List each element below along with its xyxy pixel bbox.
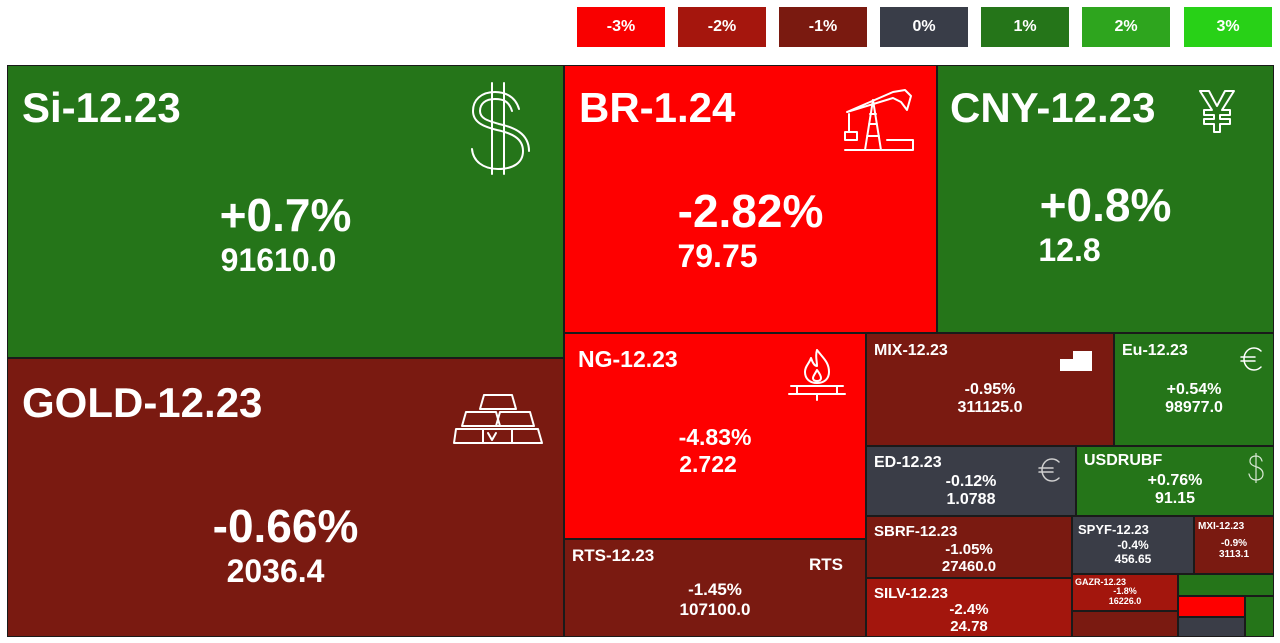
tile-values: +0.76% 91.15 [1077,472,1273,508]
tile-name: SBRF-12.23 [874,523,958,540]
tile-price: 456.65 [1114,552,1152,566]
tile-values: +0.8% 12.8 [938,178,1273,269]
legend-minus-1: -1% [779,7,867,47]
tile-price: 2.722 [679,451,737,477]
tile-price: 2036.4 [226,553,325,589]
tile-name: MIX-12.23 [874,342,948,359]
yuan-icon [1199,90,1235,133]
tile-change: -0.12% [945,473,997,490]
tile-values: -2.82% 79.75 [565,184,936,275]
tile-change: -0.66% [212,500,359,552]
tile-price: 311125.0 [957,399,1023,416]
legend-minus-3: -3% [577,7,665,47]
tile-change: -4.83% [678,424,752,450]
color-legend: -3% -2% -1% 0% 1% 2% 3% [0,0,1280,64]
tile-change: -1.05% [945,541,993,558]
tile-values: -1.45% 107100.0 [565,580,865,620]
tile-values: -0.95% 311125.0 [867,381,1113,417]
tile-change: -2.4% [949,601,989,618]
tile-values: -0.9% 3113.1 [1195,538,1273,560]
tile-price: 27460.0 [941,558,997,575]
tile-mxi[interactable]: MXI-12.23 -0.9% 3113.1 [1194,516,1274,574]
tile-name: GAZR-12.23 [1075,577,1127,587]
tile-values: -1.05% 27460.0 [867,541,1071,575]
tile-name: RTS-12.23 [572,546,655,565]
gas-flame-icon [788,349,846,401]
tile-name: Si-12.23 [22,84,181,131]
tile-change: +0.54% [1166,381,1222,398]
tile-unlabeled-4[interactable] [1178,617,1245,637]
tile-price: 24.78 [950,618,988,635]
tile-ed[interactable]: ED-12.23 -0.12% 1.0788 [866,446,1076,516]
tile-change: -1.8% [1113,586,1137,596]
legend-minus-2: -2% [678,7,766,47]
tile-price: 1.0788 [946,491,996,508]
tile-change: -0.95% [964,381,1016,398]
tile-eu[interactable]: Eu-12.23 +0.54% 98977.0 [1114,333,1274,446]
tile-change: +0.7% [219,189,352,241]
legend-plus-2: 2% [1082,7,1170,47]
tile-name: ED-12.23 [874,454,942,471]
oil-pump-icon [844,89,914,151]
tile-values: +0.54% 98977.0 [1115,381,1273,417]
tile-name: NG-12.23 [578,346,678,372]
tile-change: -1.45% [688,580,742,599]
tile-name: SPYF-12.23 [1078,522,1149,537]
tile-si[interactable]: Si-12.23 +0.7% 91610.0 [7,65,564,358]
tile-name: GOLD-12.23 [22,379,263,426]
tile-change: -0.9% [1220,538,1248,549]
tile-change: -2.82% [677,185,824,237]
tile-cny[interactable]: CNY-12.23 +0.8% 12.8 [937,65,1274,333]
heatmap: Si-12.23 +0.7% 91610.0 GOLD-12.23 -0.66%… [7,65,1274,637]
tile-price: 79.75 [677,238,758,274]
gold-bars-icon [453,394,543,444]
legend-zero: 0% [880,7,968,47]
tile-change: +0.76% [1147,472,1203,489]
tile-name: Eu-12.23 [1122,342,1188,359]
tile-sbrf[interactable]: SBRF-12.23 -1.05% 27460.0 [866,516,1072,578]
tile-unlabeled-5[interactable] [1072,611,1178,637]
tile-name: CNY-12.23 [950,84,1156,131]
tile-usdrubf[interactable]: USDRUBF +0.76% 91.15 [1076,446,1274,516]
tile-values: +0.7% 91610.0 [8,188,563,279]
tile-values: -0.4% 456.65 [1073,538,1193,566]
rts-badge: RTS [809,555,843,574]
tile-change: -0.4% [1117,538,1149,552]
tile-gold[interactable]: GOLD-12.23 -0.66% 2036.4 [7,358,564,637]
tile-spyf[interactable]: SPYF-12.23 -0.4% 456.65 [1072,516,1194,574]
dollar-icon [1248,453,1264,483]
tile-unlabeled-3[interactable] [1245,596,1274,637]
tile-values: -0.12% 1.0788 [867,473,1075,509]
tile-price: 16226.0 [1108,596,1142,606]
legend-plus-3: 3% [1184,7,1272,47]
dollar-icon [471,82,530,175]
tile-values: -4.83% 2.722 [565,424,865,478]
tile-name: BR-1.24 [579,84,736,131]
tile-silv[interactable]: SILV-12.23 -2.4% 24.78 [866,578,1072,637]
tile-price: 98977.0 [1165,399,1223,416]
tile-name: MXI-12.23 [1198,521,1245,532]
tile-gazr[interactable]: GAZR-12.23 -1.8% 16226.0 [1072,574,1178,611]
bar-chart-icon [1060,351,1092,371]
tile-price: 91.15 [1154,490,1196,507]
tile-values: -2.4% 24.78 [867,601,1071,635]
euro-icon [1038,458,1060,482]
tile-price: 12.8 [1038,232,1101,268]
tile-name: USDRUBF [1084,452,1163,469]
tile-name: SILV-12.23 [874,585,948,602]
tile-br[interactable]: BR-1.24 -2.82% 79.75 [564,65,937,333]
tile-mix[interactable]: MIX-12.23 -0.95% 311125.0 [866,333,1114,446]
tile-ng[interactable]: NG-12.23 -4.83% 2.722 [564,333,866,539]
tile-price: 3113.1 [1218,549,1250,560]
tile-price: 91610.0 [220,242,337,278]
legend-plus-1: 1% [981,7,1069,47]
tile-values: -0.66% 2036.4 [8,499,563,590]
tile-change: +0.8% [1039,179,1172,231]
euro-icon [1240,347,1262,371]
tile-unlabeled-1[interactable] [1178,574,1274,596]
tile-rts[interactable]: RTS-12.23 RTS -1.45% 107100.0 [564,539,866,637]
tile-values: -1.8% 16226.0 [1073,586,1177,606]
tile-price: 107100.0 [679,600,751,619]
tile-unlabeled-2[interactable] [1178,596,1245,617]
